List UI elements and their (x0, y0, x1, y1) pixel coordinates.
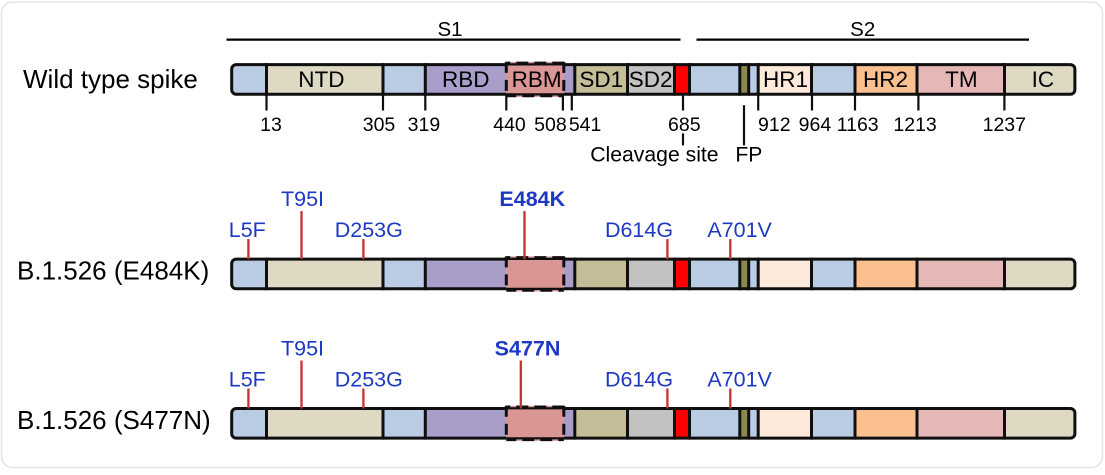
svg-text:A701V: A701V (707, 218, 772, 242)
svg-text:A701V: A701V (707, 368, 772, 392)
svg-text:1237: 1237 (983, 114, 1026, 136)
svg-text:D253G: D253G (335, 218, 403, 242)
svg-text:D253G: D253G (335, 368, 403, 392)
svg-text:B.1.526 (E484K): B.1.526 (E484K) (17, 256, 209, 286)
svg-text:440: 440 (493, 114, 526, 136)
svg-text:IC: IC (1032, 67, 1055, 92)
svg-text:964: 964 (799, 114, 832, 136)
svg-text:SD1: SD1 (579, 67, 623, 92)
svg-text:RBM: RBM (512, 67, 562, 92)
svg-text:912: 912 (758, 114, 791, 136)
svg-text:1213: 1213 (893, 114, 936, 136)
svg-text:NTD: NTD (298, 67, 344, 92)
svg-text:HR2: HR2 (863, 67, 908, 92)
svg-text:305: 305 (363, 114, 396, 136)
svg-text:S1: S1 (437, 18, 462, 41)
svg-text:1163: 1163 (837, 114, 879, 136)
svg-text:HR1: HR1 (763, 67, 808, 92)
svg-text:541: 541 (569, 114, 602, 136)
svg-text:13: 13 (260, 114, 282, 136)
svg-text:D614G: D614G (605, 218, 673, 242)
svg-text:Cleavage site: Cleavage site (590, 144, 718, 167)
svg-text:S477N: S477N (495, 337, 561, 361)
svg-text:SD2: SD2 (629, 67, 673, 92)
svg-text:319: 319 (408, 114, 441, 136)
svg-text:RBD: RBD (442, 67, 490, 92)
svg-text:L5F: L5F (229, 368, 266, 392)
svg-text:Wild type spike: Wild type spike (23, 64, 198, 94)
svg-text:FP: FP (735, 144, 762, 167)
svg-text:D614G: D614G (605, 368, 673, 392)
svg-text:TM: TM (945, 67, 978, 92)
svg-text:L5F: L5F (229, 218, 266, 242)
svg-text:T95I: T95I (281, 337, 324, 361)
svg-text:T95I: T95I (281, 187, 324, 211)
svg-text:508: 508 (534, 114, 567, 136)
svg-text:B.1.526 (S477N): B.1.526 (S477N) (17, 405, 211, 435)
svg-text:E484K: E484K (499, 187, 565, 211)
svg-text:685: 685 (668, 114, 701, 136)
svg-text:S2: S2 (850, 18, 875, 41)
